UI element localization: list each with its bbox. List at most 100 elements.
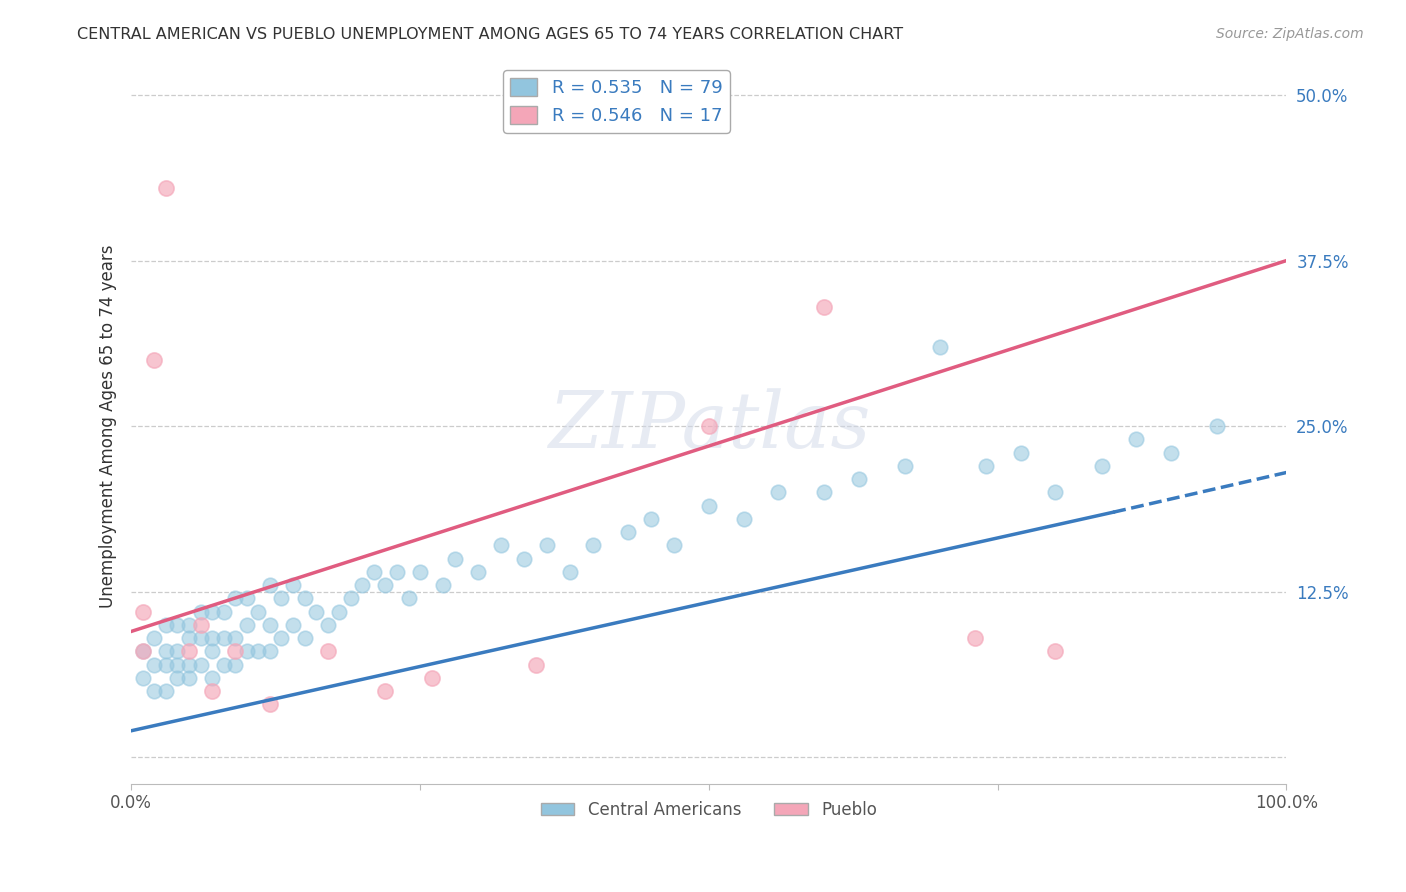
Point bbox=[697, 419, 720, 434]
Point bbox=[316, 644, 339, 658]
Point bbox=[247, 644, 270, 658]
Y-axis label: Unemployment Among Ages 65 to 74 years: Unemployment Among Ages 65 to 74 years bbox=[100, 244, 117, 607]
Point bbox=[813, 485, 835, 500]
Point bbox=[281, 617, 304, 632]
Point bbox=[489, 538, 512, 552]
Point bbox=[259, 698, 281, 712]
Point bbox=[132, 644, 155, 658]
Point bbox=[640, 512, 662, 526]
Point bbox=[664, 538, 686, 552]
Point bbox=[155, 684, 177, 698]
Point bbox=[155, 180, 177, 194]
Point bbox=[582, 538, 605, 552]
Point bbox=[524, 657, 547, 672]
Point bbox=[190, 631, 212, 645]
Point bbox=[224, 631, 246, 645]
Point bbox=[733, 512, 755, 526]
Point bbox=[270, 591, 292, 606]
Point bbox=[166, 671, 188, 685]
Text: CENTRAL AMERICAN VS PUEBLO UNEMPLOYMENT AMONG AGES 65 TO 74 YEARS CORRELATION CH: CENTRAL AMERICAN VS PUEBLO UNEMPLOYMENT … bbox=[77, 27, 904, 42]
Point bbox=[143, 684, 166, 698]
Point bbox=[155, 617, 177, 632]
Point bbox=[212, 605, 235, 619]
Point bbox=[432, 578, 454, 592]
Point bbox=[963, 631, 986, 645]
Point bbox=[177, 631, 200, 645]
Text: Source: ZipAtlas.com: Source: ZipAtlas.com bbox=[1216, 27, 1364, 41]
Point bbox=[224, 591, 246, 606]
Point bbox=[363, 565, 385, 579]
Point bbox=[328, 605, 350, 619]
Point bbox=[190, 605, 212, 619]
Point bbox=[177, 617, 200, 632]
Point bbox=[385, 565, 408, 579]
Point bbox=[339, 591, 361, 606]
Point bbox=[201, 684, 224, 698]
Point bbox=[132, 671, 155, 685]
Point bbox=[224, 657, 246, 672]
Point bbox=[201, 631, 224, 645]
Point bbox=[374, 578, 396, 592]
Point bbox=[155, 657, 177, 672]
Point bbox=[259, 644, 281, 658]
Point bbox=[236, 644, 259, 658]
Point bbox=[212, 631, 235, 645]
Point bbox=[177, 671, 200, 685]
Point bbox=[143, 631, 166, 645]
Point bbox=[974, 458, 997, 473]
Point bbox=[1010, 445, 1032, 459]
Point bbox=[467, 565, 489, 579]
Point bbox=[1045, 485, 1067, 500]
Point bbox=[166, 657, 188, 672]
Point bbox=[270, 631, 292, 645]
Point bbox=[1091, 458, 1114, 473]
Point bbox=[848, 472, 870, 486]
Point bbox=[201, 671, 224, 685]
Point bbox=[212, 657, 235, 672]
Point bbox=[352, 578, 374, 592]
Point bbox=[177, 644, 200, 658]
Point bbox=[190, 617, 212, 632]
Point bbox=[143, 352, 166, 367]
Point bbox=[247, 605, 270, 619]
Point bbox=[132, 644, 155, 658]
Point bbox=[374, 684, 396, 698]
Point bbox=[443, 551, 465, 566]
Point bbox=[1206, 419, 1229, 434]
Point bbox=[305, 605, 328, 619]
Point bbox=[1160, 445, 1182, 459]
Point bbox=[560, 565, 582, 579]
Point bbox=[316, 617, 339, 632]
Point bbox=[155, 644, 177, 658]
Point bbox=[143, 657, 166, 672]
Point bbox=[1045, 644, 1067, 658]
Point bbox=[294, 631, 316, 645]
Point bbox=[236, 617, 259, 632]
Point bbox=[513, 551, 536, 566]
Point bbox=[294, 591, 316, 606]
Point bbox=[201, 605, 224, 619]
Point bbox=[813, 300, 835, 314]
Point bbox=[259, 578, 281, 592]
Point bbox=[697, 499, 720, 513]
Point bbox=[928, 340, 950, 354]
Point bbox=[420, 671, 443, 685]
Point bbox=[166, 644, 188, 658]
Point bbox=[190, 657, 212, 672]
Point bbox=[201, 644, 224, 658]
Point bbox=[132, 605, 155, 619]
Point bbox=[259, 617, 281, 632]
Point bbox=[398, 591, 420, 606]
Point bbox=[409, 565, 432, 579]
Point bbox=[166, 617, 188, 632]
Point bbox=[766, 485, 789, 500]
Point bbox=[177, 657, 200, 672]
Point bbox=[224, 644, 246, 658]
Text: ZIPatlas: ZIPatlas bbox=[548, 388, 870, 464]
Point bbox=[536, 538, 558, 552]
Point bbox=[617, 525, 640, 540]
Point bbox=[236, 591, 259, 606]
Legend: Central Americans, Pueblo: Central Americans, Pueblo bbox=[534, 794, 883, 825]
Point bbox=[1125, 433, 1147, 447]
Point bbox=[894, 458, 917, 473]
